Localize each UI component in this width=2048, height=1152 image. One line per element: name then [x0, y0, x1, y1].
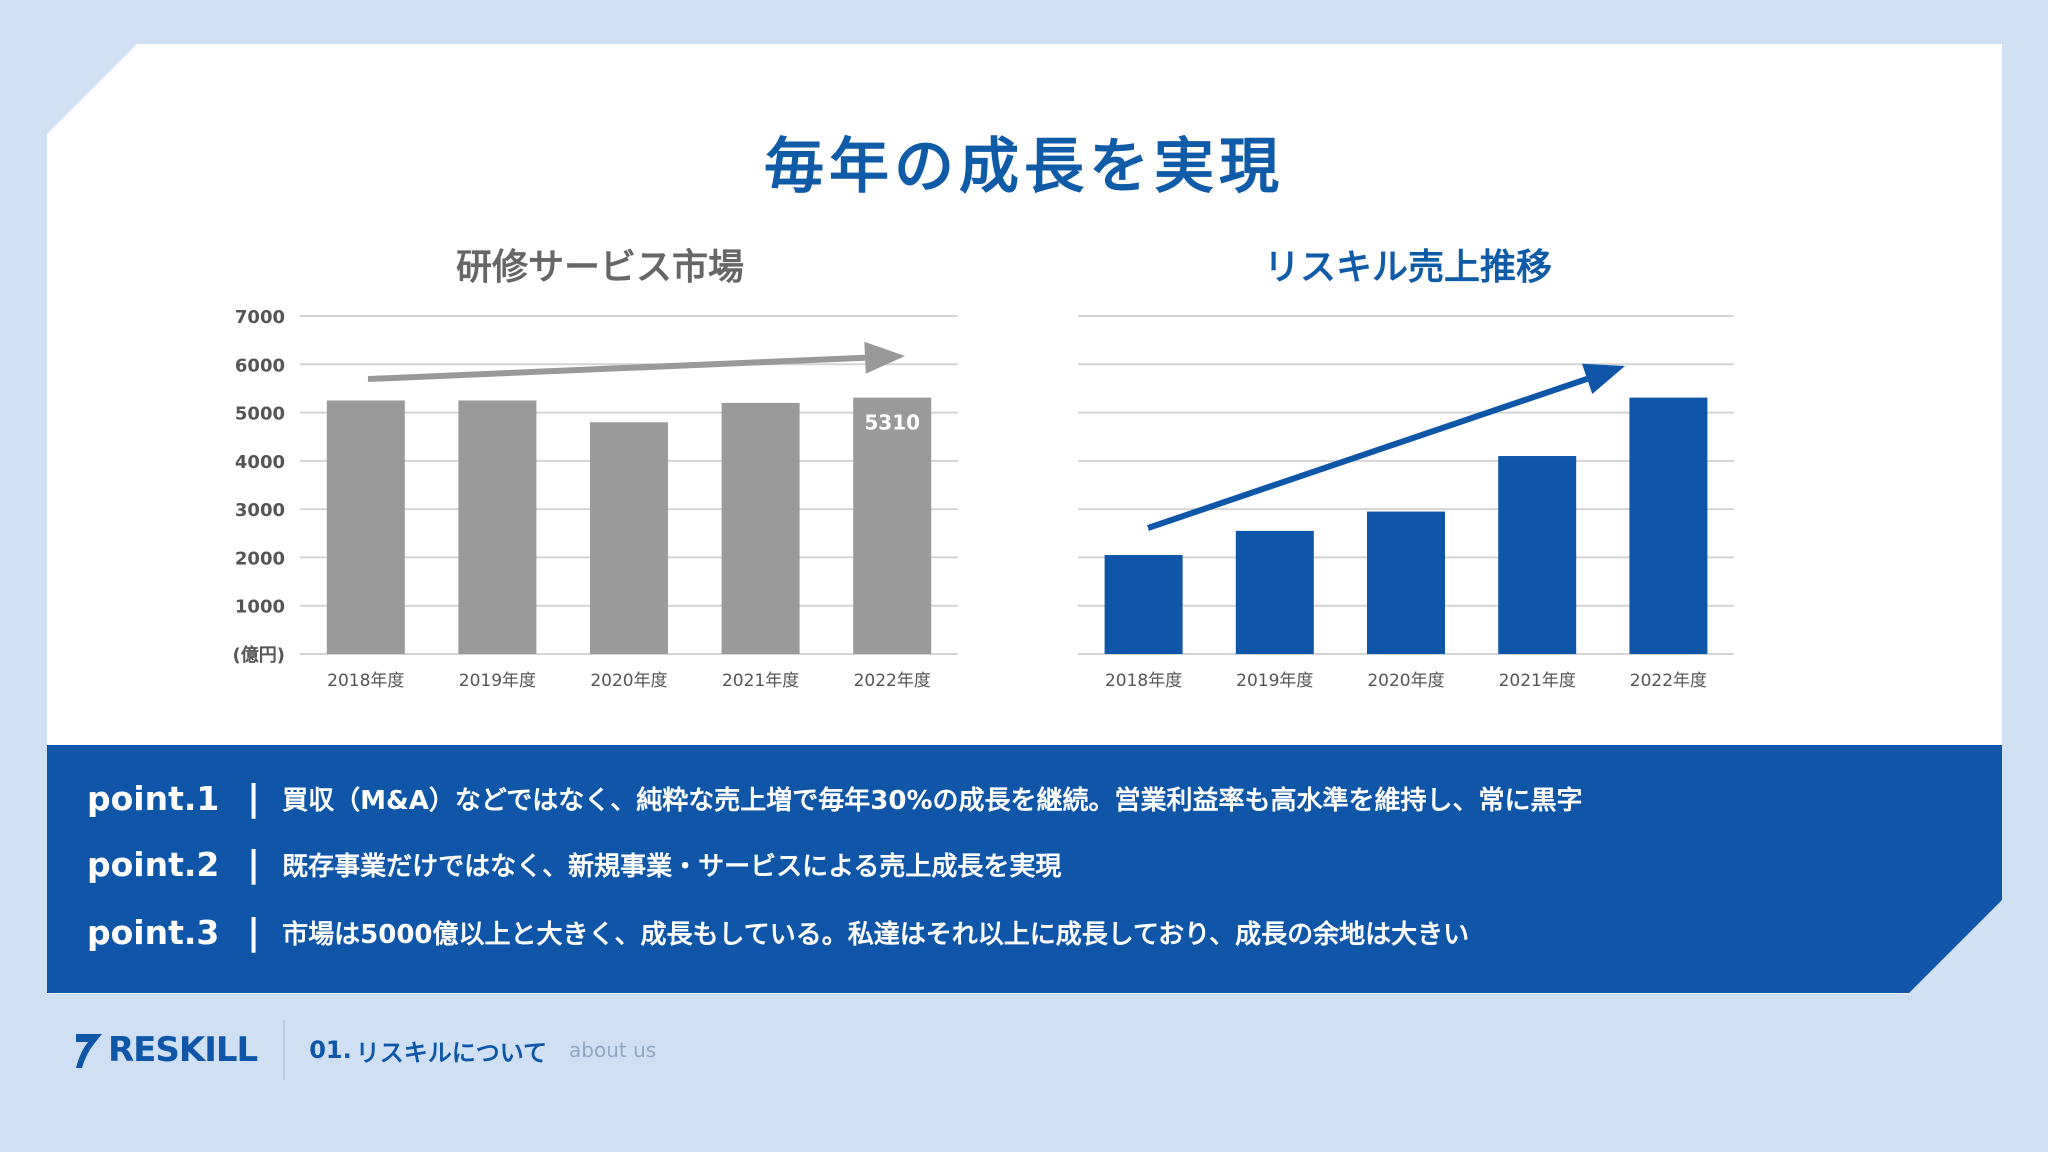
y-tick-label: 5000: [235, 404, 285, 425]
bar: [326, 400, 405, 654]
y-tick-label: 1000: [235, 597, 285, 618]
point-row-1: point.1 | 買収（M&A）などではなく、純粋な売上増で毎年30%の成長を…: [87, 773, 1583, 823]
bar: [853, 397, 932, 654]
section-english: about us: [569, 1038, 657, 1062]
point-row-2: point.2 | 既存事業だけではなく、新規事業・サービスによる売上成長を実現: [87, 839, 1061, 889]
section-number: 01.: [309, 1036, 352, 1064]
point-separator: |: [247, 911, 261, 953]
point-label: point.2: [87, 844, 220, 884]
reskill-logo: RESKILL: [72, 1030, 258, 1070]
point-text: 買収（M&A）などではなく、純粋な売上増で毎年30%の成長を継続。営業利益率も高…: [282, 785, 1583, 816]
bar: [1629, 397, 1708, 654]
page-title: 毎年の成長を実現: [764, 132, 1284, 202]
x-tick-label: 2021年度: [722, 671, 799, 691]
y-tick-label: 2000: [235, 548, 285, 569]
bar: [721, 402, 800, 654]
point-text: 市場は5000億以上と大きく、成長もしている。私達はそれ以上に成長しており、成長…: [282, 919, 1470, 950]
point-text: 既存事業だけではなく、新規事業・サービスによる売上成長を実現: [282, 851, 1062, 882]
y-tick-label: 7000: [235, 307, 285, 328]
chart-title-sales: リスキル売上推移: [1263, 247, 1552, 288]
point-separator: |: [247, 777, 261, 819]
chart-title-market: 研修サービス市場: [455, 247, 744, 288]
point-separator: |: [247, 843, 261, 885]
x-tick-label: 2020年度: [590, 671, 667, 691]
bar: [1235, 530, 1314, 654]
trend-arrow-line: [1147, 376, 1589, 531]
section-name: リスキルについて: [355, 1038, 548, 1067]
point-label: point.3: [87, 912, 220, 952]
trend-arrow-head: [1581, 363, 1625, 395]
data-label: 5310: [864, 411, 920, 435]
bar: [1367, 511, 1445, 654]
x-tick-label: 2019年度: [1236, 671, 1313, 691]
x-tick-label: 2020年度: [1367, 671, 1444, 691]
logo-mark-icon: [76, 1034, 102, 1068]
x-tick-label: 2018年度: [1105, 671, 1182, 691]
bar: [1498, 456, 1577, 654]
x-tick-label: 2022年度: [1630, 671, 1707, 691]
bar: [1104, 555, 1183, 654]
y-tick-label: 6000: [235, 355, 285, 376]
x-tick-label: 2021年度: [1499, 671, 1576, 691]
bar: [590, 422, 668, 654]
trend-arrow-head: [864, 341, 905, 374]
point-label: point.1: [87, 778, 220, 818]
x-tick-label: 2022年度: [854, 671, 931, 691]
bar: [458, 400, 537, 654]
trend-arrow-line: [367, 354, 866, 382]
footer-divider: [283, 1020, 286, 1080]
y-tick-label: (億円): [233, 644, 285, 666]
footer: RESKILL 01. リスキルについて about us: [72, 1020, 656, 1080]
y-tick-label: 3000: [235, 500, 285, 521]
y-tick-label: 4000: [235, 452, 285, 473]
points-panel: point.1 | 買収（M&A）などではなく、純粋な売上増で毎年30%の成長を…: [47, 745, 2002, 993]
logo-text: RESKILL: [108, 1030, 258, 1070]
x-tick-label: 2018年度: [327, 671, 404, 691]
x-tick-label: 2019年度: [459, 671, 536, 691]
point-row-3: point.3 | 市場は5000億以上と大きく、成長もしている。私達はそれ以上…: [87, 907, 1469, 957]
